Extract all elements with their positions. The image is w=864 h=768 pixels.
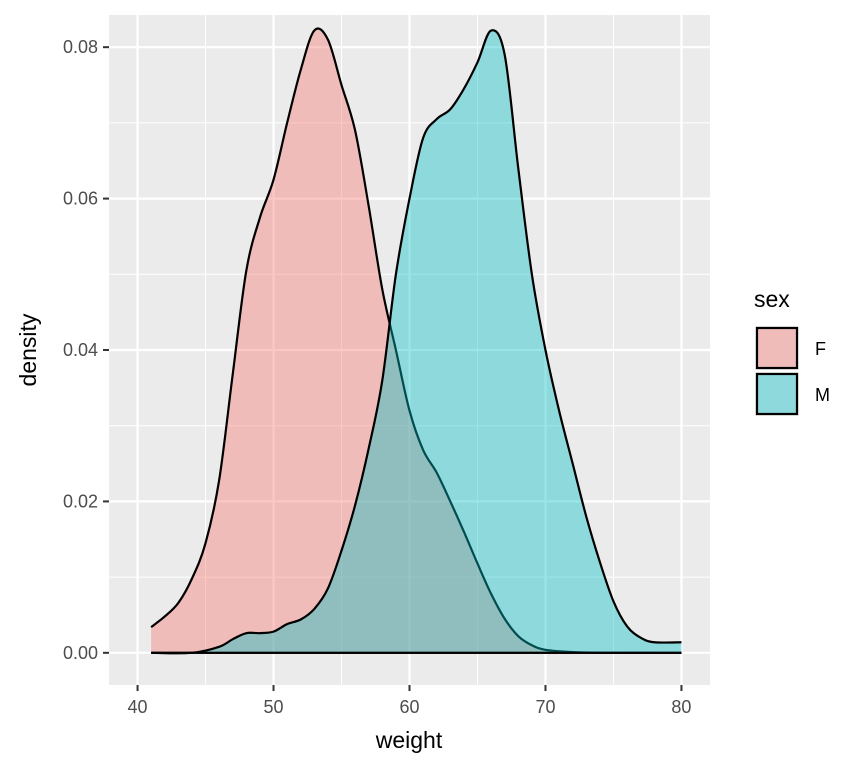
- x-axis-title: weight: [375, 727, 443, 753]
- density-area-F: [151, 28, 682, 653]
- legend-items: FM: [755, 326, 830, 416]
- density-area-M: [151, 30, 682, 654]
- y-tick-label: 0.06: [63, 189, 98, 209]
- x-tick-label: 50: [264, 697, 284, 717]
- density-areas: [150, 27, 682, 655]
- legend: sex FM: [754, 286, 830, 416]
- legend-title: sex: [754, 286, 790, 312]
- x-tick-label: 80: [671, 697, 691, 717]
- y-tick-label: 0.08: [63, 37, 98, 57]
- density-outline-F: [150, 27, 682, 654]
- legend-label-M: M: [815, 385, 830, 405]
- density-outline-M: [151, 29, 682, 655]
- legend-key-swatch-F: [755, 326, 799, 370]
- legend-key-background: [755, 372, 799, 416]
- y-tick-label: 0.02: [63, 491, 98, 511]
- x-axis: 40 50 60 70 80: [128, 685, 691, 717]
- x-tick-label: 40: [128, 697, 148, 717]
- y-tick-label: 0.04: [63, 340, 98, 360]
- legend-key-background: [755, 326, 799, 370]
- y-axis-title: density: [15, 313, 41, 386]
- legend-key-swatch-M: [755, 372, 799, 416]
- y-tick-label: 0.00: [63, 643, 98, 663]
- x-tick-label: 60: [399, 697, 419, 717]
- y-axis: 0.00 0.02 0.04 0.06 0.08: [63, 37, 109, 663]
- x-tick-label: 70: [535, 697, 555, 717]
- legend-label-F: F: [815, 339, 826, 359]
